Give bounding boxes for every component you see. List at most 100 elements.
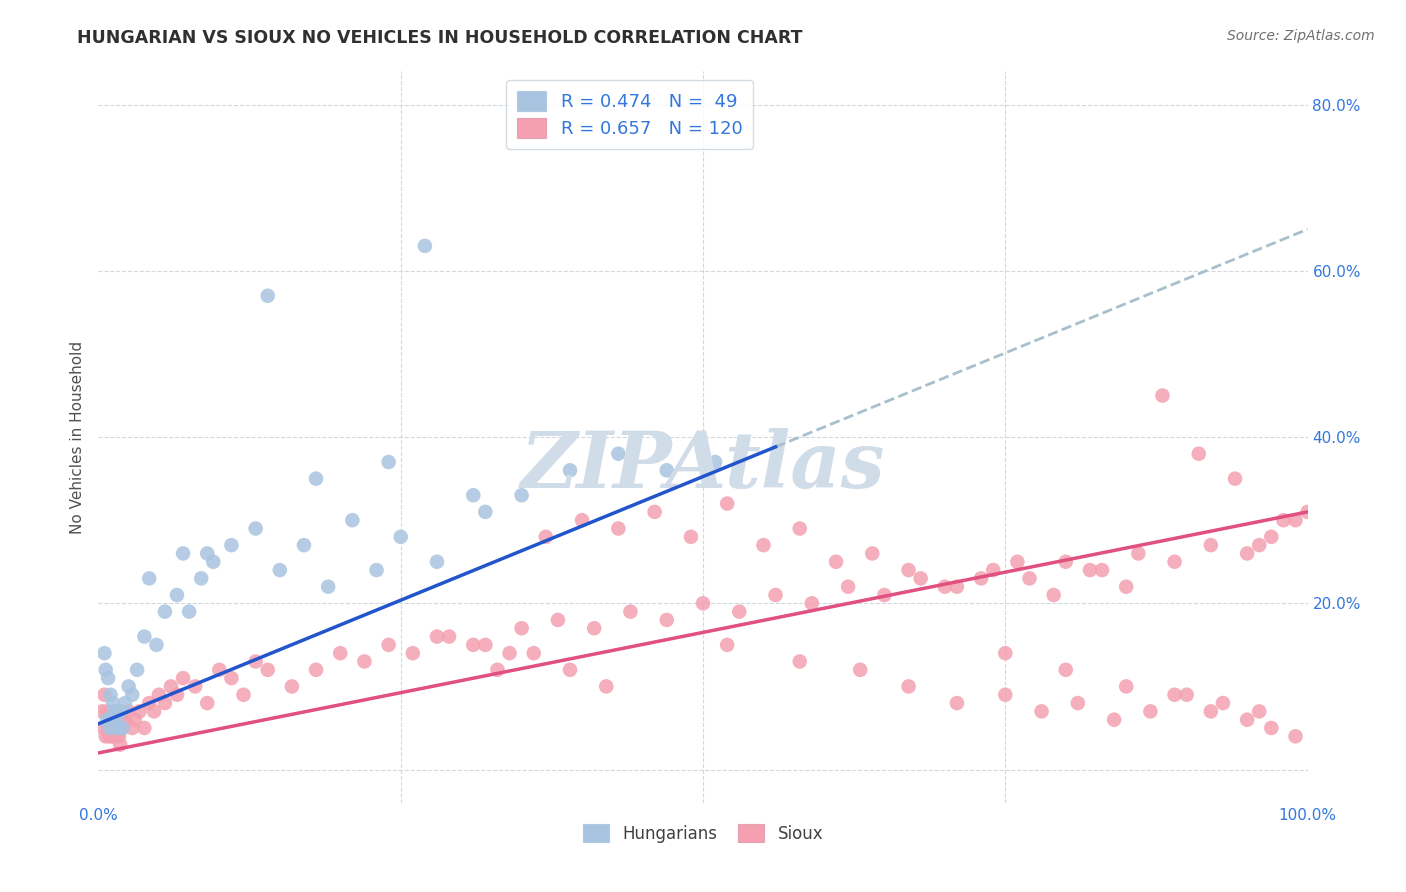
Point bbox=[104, 721, 127, 735]
Point bbox=[1284, 729, 1306, 743]
Point bbox=[111, 721, 134, 735]
Point bbox=[96, 705, 118, 719]
Point bbox=[1031, 705, 1053, 719]
Point bbox=[716, 497, 738, 511]
Point bbox=[127, 663, 149, 677]
Point bbox=[101, 696, 124, 710]
Point bbox=[860, 546, 883, 560]
Point bbox=[98, 729, 121, 743]
Point bbox=[124, 713, 146, 727]
Point bbox=[111, 721, 134, 735]
Point bbox=[728, 605, 751, 619]
Point bbox=[107, 705, 129, 719]
Point bbox=[1284, 513, 1306, 527]
Point bbox=[1054, 663, 1077, 677]
Point bbox=[1007, 555, 1029, 569]
Point bbox=[100, 729, 122, 743]
Point bbox=[1188, 447, 1211, 461]
Point bbox=[1018, 571, 1040, 585]
Point bbox=[94, 729, 117, 743]
Point bbox=[166, 688, 188, 702]
Point bbox=[190, 571, 212, 585]
Point bbox=[166, 588, 188, 602]
Point bbox=[1067, 696, 1090, 710]
Point bbox=[96, 713, 118, 727]
Point bbox=[105, 729, 128, 743]
Point bbox=[510, 621, 533, 635]
Point bbox=[1249, 705, 1271, 719]
Point bbox=[329, 646, 352, 660]
Point bbox=[232, 688, 254, 702]
Point bbox=[118, 705, 141, 719]
Point bbox=[1223, 472, 1246, 486]
Point bbox=[153, 605, 176, 619]
Point bbox=[463, 488, 485, 502]
Point bbox=[245, 655, 267, 669]
Point bbox=[655, 613, 678, 627]
Point bbox=[1260, 530, 1282, 544]
Point bbox=[305, 472, 328, 486]
Point bbox=[179, 605, 201, 619]
Point bbox=[160, 680, 183, 694]
Point bbox=[316, 580, 339, 594]
Point bbox=[98, 721, 121, 735]
Point bbox=[195, 696, 218, 710]
Point bbox=[607, 521, 630, 535]
Point bbox=[897, 680, 920, 694]
Point bbox=[221, 538, 243, 552]
Point bbox=[486, 663, 509, 677]
Point bbox=[704, 455, 727, 469]
Point bbox=[1115, 680, 1137, 694]
Point bbox=[121, 688, 143, 702]
Point bbox=[825, 555, 848, 569]
Point bbox=[114, 713, 136, 727]
Text: Source: ZipAtlas.com: Source: ZipAtlas.com bbox=[1227, 29, 1375, 43]
Point bbox=[93, 688, 115, 702]
Point bbox=[145, 638, 167, 652]
Point bbox=[510, 488, 533, 502]
Point bbox=[1260, 721, 1282, 735]
Point bbox=[981, 563, 1004, 577]
Point bbox=[292, 538, 315, 552]
Point bbox=[121, 721, 143, 735]
Point bbox=[1102, 713, 1125, 727]
Point bbox=[256, 663, 278, 677]
Point bbox=[245, 521, 267, 535]
Point bbox=[1128, 546, 1150, 560]
Point bbox=[281, 680, 304, 694]
Point bbox=[463, 638, 485, 652]
Point bbox=[1115, 580, 1137, 594]
Point bbox=[134, 630, 156, 644]
Point bbox=[101, 721, 124, 735]
Point bbox=[474, 505, 496, 519]
Point bbox=[108, 738, 131, 752]
Point bbox=[153, 696, 176, 710]
Point bbox=[547, 613, 569, 627]
Point bbox=[873, 588, 896, 602]
Point bbox=[1091, 563, 1114, 577]
Point bbox=[91, 705, 114, 719]
Point bbox=[172, 546, 194, 560]
Point bbox=[426, 555, 449, 569]
Legend: Hungarians, Sioux: Hungarians, Sioux bbox=[576, 817, 830, 849]
Point bbox=[789, 521, 811, 535]
Point bbox=[100, 688, 122, 702]
Point bbox=[1236, 713, 1258, 727]
Point bbox=[752, 538, 775, 552]
Point bbox=[910, 571, 932, 585]
Point bbox=[1042, 588, 1064, 602]
Point bbox=[172, 671, 194, 685]
Point bbox=[195, 546, 218, 560]
Point bbox=[103, 705, 125, 719]
Point bbox=[1054, 555, 1077, 569]
Point bbox=[305, 663, 328, 677]
Point bbox=[716, 638, 738, 652]
Point bbox=[837, 580, 859, 594]
Point bbox=[118, 680, 141, 694]
Point bbox=[765, 588, 787, 602]
Point bbox=[1272, 513, 1295, 527]
Point bbox=[583, 621, 606, 635]
Point bbox=[789, 655, 811, 669]
Point bbox=[619, 605, 641, 619]
Point bbox=[107, 721, 129, 735]
